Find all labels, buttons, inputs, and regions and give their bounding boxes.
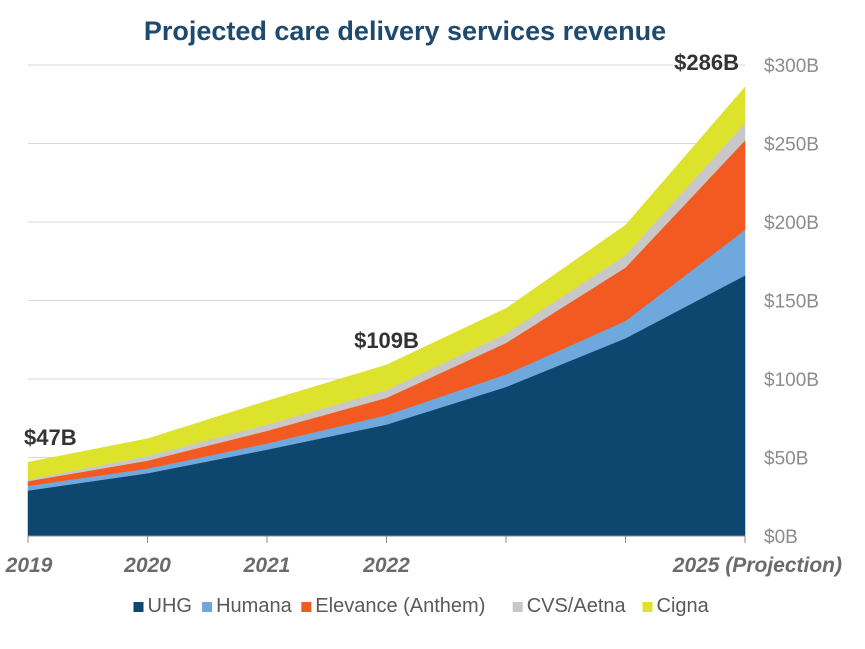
y-tick-label: $50B (764, 449, 808, 470)
total-label: $286B (674, 50, 739, 75)
stacked-areas (27, 86, 746, 537)
legend-label-uhg: UHG (148, 595, 192, 617)
y-tick-label: $300B (764, 56, 819, 77)
legend-swatch-elevance-anthem (301, 602, 312, 612)
x-tick-label: 2020 (123, 554, 171, 577)
chart-title: Projected care delivery services revenue (144, 16, 666, 46)
legend-label-cvs-aetna: CVS/Aetna (527, 595, 627, 617)
x-tick-label: 2022 (362, 554, 410, 577)
y-axis: $0B $50B $100B $150B $200B $250B $300B (764, 56, 819, 548)
legend-label-humana: Humana (216, 595, 292, 617)
area-cigna (27, 86, 746, 480)
legend: UHG Humana Elevance (Anthem) CVS/Aetna Cigna (133, 595, 710, 617)
x-axis: 2019 2020 2021 2022 2025 (Projection) (5, 535, 842, 577)
y-tick-label: $100B (764, 370, 819, 391)
y-tick-label: $200B (764, 213, 819, 234)
x-tick-label: 2025 (Projection) (672, 554, 842, 577)
x-tick-label: 2019 (5, 554, 53, 577)
x-tick-label: 2021 (243, 554, 291, 577)
total-label: $47B (24, 425, 77, 450)
legend-swatch-cigna (642, 602, 653, 612)
y-tick-label: $0B (764, 527, 798, 548)
annotations: $47B $109B $286B (24, 50, 739, 450)
total-label: $109B (354, 328, 419, 353)
legend-label-cigna: Cigna (657, 595, 710, 617)
legend-label-elevance-anthem: Elevance (Anthem) (315, 595, 485, 617)
legend-swatch-uhg (133, 602, 144, 612)
y-tick-label: $150B (764, 292, 819, 313)
legend-swatch-humana (202, 602, 213, 612)
legend-swatch-cvs-aetna (512, 602, 523, 612)
y-tick-label: $250B (764, 135, 819, 156)
